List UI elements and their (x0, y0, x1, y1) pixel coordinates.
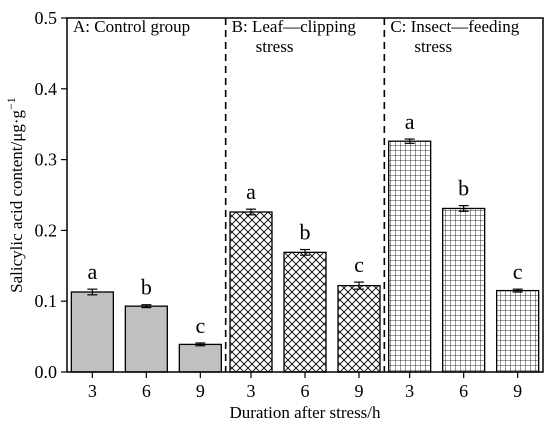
group-title-2: B: Leaf—clipping stress (232, 17, 357, 56)
significance-letter-2-6: b (300, 220, 311, 245)
x-axis-ticks: 3 6 9 3 6 9 3 6 9 (88, 372, 522, 401)
y-tick-label: 0.4 (35, 79, 58, 99)
group-title-line: stress (414, 37, 452, 56)
y-tick-label: 0.2 (35, 220, 58, 240)
significance-letter-3-3: a (405, 109, 415, 134)
group-title-1: A: Control group (73, 17, 190, 36)
y-axis-title-main: Salicylic acid content/μg·g (7, 109, 26, 292)
bar-1-6 (124, 305, 168, 373)
group-title-line: stress (256, 37, 294, 56)
bars-layer (70, 140, 540, 373)
x-tick-label: 3 (247, 381, 256, 401)
x-tick-label: 3 (405, 381, 414, 401)
y-axis-title-superscript: −1 (4, 97, 18, 110)
error-bar-1-9 (195, 342, 206, 347)
bar-1-3 (70, 291, 114, 373)
y-tick-label: 0.3 (35, 150, 58, 170)
bar-2-6 (283, 251, 327, 373)
x-tick-label: 6 (142, 381, 151, 401)
significance-letter-3-9: c (513, 259, 523, 284)
bar-1-9 (178, 343, 222, 373)
error-bar-2-6 (300, 248, 310, 256)
significance-letters-layer: a b c a b c a b c (87, 109, 522, 338)
x-tick-label: 9 (513, 381, 522, 401)
significance-letter-2-9: c (354, 252, 364, 277)
y-tick-label: 0.1 (35, 291, 58, 311)
error-bar-2-3 (246, 208, 256, 216)
y-axis-title: Salicylic acid content/μg·g−1 (4, 97, 26, 293)
error-bar-3-9 (512, 288, 523, 293)
significance-letter-1-6: b (141, 275, 152, 300)
x-axis-title: Duration after stress/h (229, 403, 381, 422)
error-bar-3-3 (404, 138, 415, 144)
x-tick-label: 9 (196, 381, 205, 401)
x-tick-label: 3 (88, 381, 97, 401)
group-separators (224, 18, 386, 372)
group-title-line: A: Control group (73, 17, 190, 36)
significance-letter-3-6: b (458, 176, 469, 201)
significance-letter-1-9: c (195, 313, 205, 338)
error-bars-layer (87, 138, 523, 347)
y-tick-label: 0.0 (35, 362, 58, 382)
bar-3-6 (442, 207, 486, 373)
significance-letter-2-3: a (246, 179, 256, 204)
x-tick-label: 6 (459, 381, 468, 401)
significance-letter-1-3: a (87, 259, 97, 284)
bar-3-9 (496, 289, 540, 373)
group-title-3: C: Insect—feeding stress (390, 17, 519, 56)
error-bar-1-3 (87, 288, 98, 296)
bar-2-3 (229, 211, 273, 373)
x-tick-label: 9 (355, 381, 364, 401)
bar-2-9 (337, 284, 381, 373)
bar-3-3 (388, 140, 432, 373)
group-titles-layer: A: Control group B: Leaf—clipping stressC:… (73, 17, 520, 56)
error-bar-2-9 (354, 281, 364, 290)
y-axis-ticks: 0.0 0.1 0.2 0.3 0.4 0.5 (35, 8, 67, 382)
error-bar-1-6 (141, 304, 152, 309)
x-tick-label: 6 (301, 381, 310, 401)
y-tick-label: 0.5 (35, 8, 58, 28)
group-title-line: B: Leaf—clipping (232, 17, 357, 36)
error-bar-3-6 (458, 205, 469, 212)
group-title-line: C: Insect—feeding (390, 17, 519, 36)
